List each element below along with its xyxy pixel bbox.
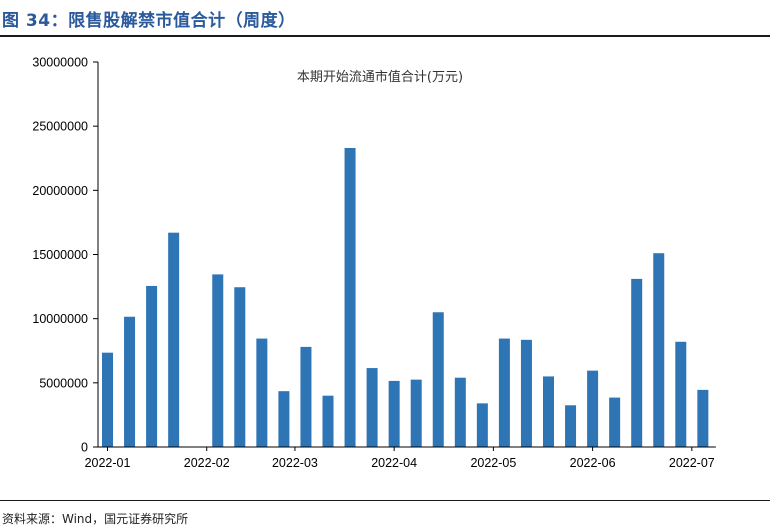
bottom-divider [0, 500, 770, 501]
bar [234, 287, 246, 447]
bar [432, 312, 444, 447]
bars [102, 147, 709, 448]
x-tick-label: 2022-02 [184, 456, 230, 470]
bar [543, 376, 554, 447]
bar [344, 147, 356, 448]
y-tick-label: 30000000 [32, 56, 88, 70]
bar [366, 368, 378, 447]
y-tick-label: 10000000 [32, 312, 88, 326]
bar [410, 379, 422, 448]
x-tick-label: 2022-06 [570, 456, 616, 470]
x-tick-label: 2022-01 [85, 456, 131, 470]
x-tick-label: 2022-05 [470, 456, 516, 470]
bar [168, 232, 180, 447]
bar [256, 338, 268, 447]
bar [565, 405, 577, 447]
bar [697, 389, 709, 447]
bar [388, 380, 400, 447]
bar [454, 377, 466, 447]
y-tick-label: 0 [81, 441, 88, 455]
bar [631, 278, 643, 447]
y-tick-label: 20000000 [32, 184, 88, 198]
bar [212, 274, 224, 447]
bar-chart: 0 5000000 10000000 15000000 20000000 25000000… [32, 56, 716, 470]
bar [520, 339, 532, 447]
bar [609, 397, 621, 447]
bar [675, 341, 687, 447]
bar [300, 346, 312, 447]
bar [102, 352, 113, 447]
bar [476, 403, 488, 447]
bar [278, 391, 290, 447]
y-tick-label: 5000000 [39, 376, 88, 390]
bar [498, 338, 510, 447]
x-tick-label: 2022-04 [371, 456, 417, 470]
bar [653, 253, 665, 447]
y-tick-label: 15000000 [32, 248, 88, 262]
y-axis: 0 5000000 10000000 15000000 20000000 25000000… [32, 56, 99, 455]
bar [146, 285, 158, 447]
x-tick-label: 2022-07 [669, 456, 715, 470]
bar [322, 395, 334, 447]
figure-title: 图 34：限售股解禁市值合计（周度） [2, 11, 296, 31]
chart-title: 本期开始流通市值合计(万元) [297, 69, 463, 85]
x-tick-label: 2022-03 [272, 456, 318, 470]
source-note: 资料来源：Wind，国元证券研究所 [2, 512, 189, 526]
bar [587, 370, 599, 447]
bar [124, 316, 136, 447]
y-tick-label: 25000000 [32, 120, 88, 134]
x-axis: 2022-01 2022-02 2022-03 2022-04 2022-05 2022-… [85, 446, 716, 470]
top-divider [0, 35, 770, 37]
